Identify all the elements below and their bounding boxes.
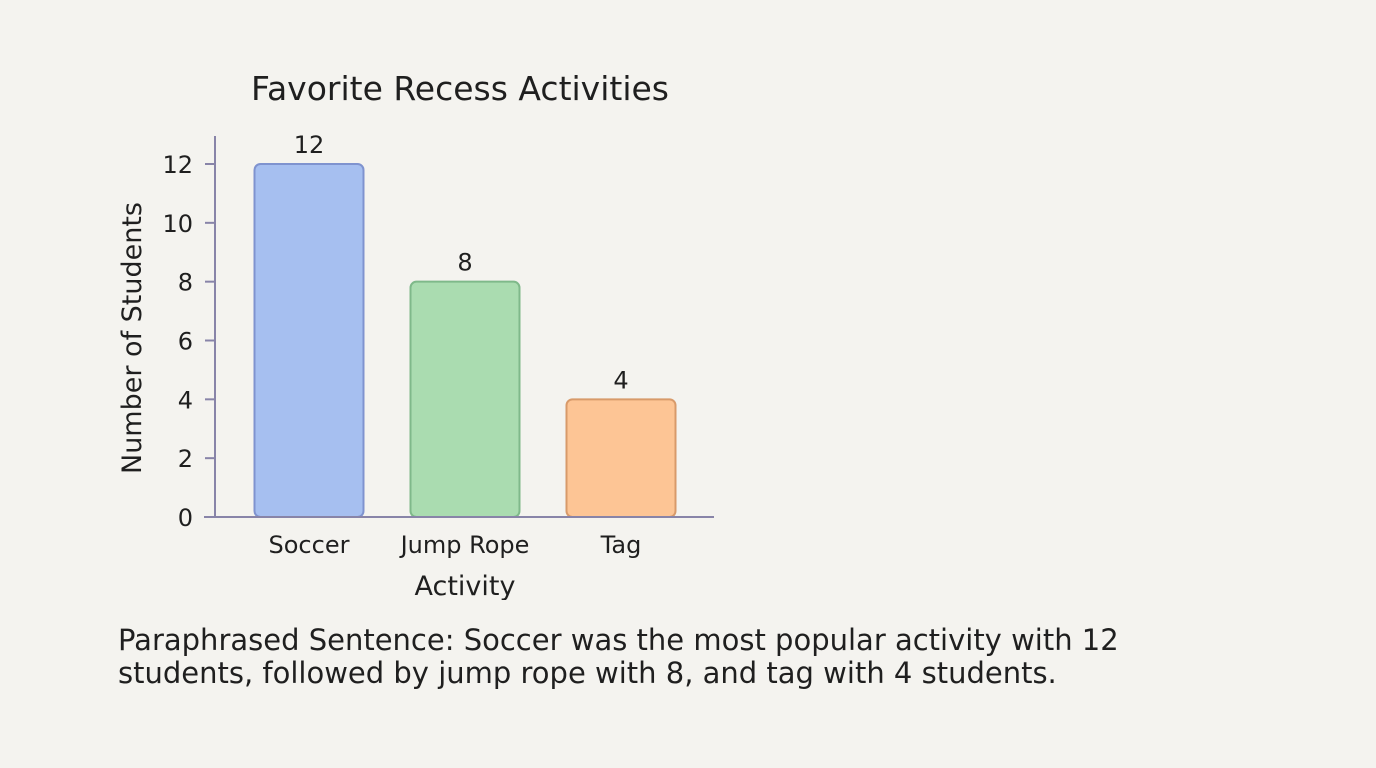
- y-axis-title: Number of Students: [117, 202, 148, 474]
- y-tick-label: 2: [178, 445, 193, 473]
- y-axis-ticks: 0 2 4 6 8 10 12: [162, 151, 215, 532]
- chart-title: Favorite Recess Activities: [251, 69, 669, 108]
- x-tick-label: Tag: [600, 531, 642, 559]
- x-tick-label: Soccer: [269, 531, 350, 559]
- bar-value-label: 12: [294, 131, 325, 159]
- y-tick-label: 12: [162, 151, 193, 179]
- bars: 12 8 4: [253, 131, 677, 519]
- y-tick-label: 4: [178, 386, 193, 414]
- x-axis-title: Activity: [415, 571, 516, 600]
- bar-chart: Favorite Recess Activities 0 2 4 6 8 10 12 12 8…: [117, 69, 714, 600]
- y-tick-label: 8: [178, 269, 193, 297]
- bar-value-label: 8: [457, 249, 472, 277]
- bar-tag: [565, 398, 677, 519]
- y-tick-label: 6: [178, 328, 193, 356]
- y-tick-label: 10: [162, 210, 193, 238]
- paraphrased-sentence: Paraphrased Sentence: Soccer was the mos…: [118, 623, 1119, 690]
- bar-soccer: [253, 163, 365, 518]
- x-tick-label: Jump Rope: [399, 531, 530, 559]
- bar-jump-rope: [409, 280, 521, 518]
- y-tick-label: 0: [178, 504, 193, 532]
- bar-value-label: 4: [613, 366, 628, 394]
- x-axis-ticks: Soccer Jump Rope Tag: [269, 531, 642, 559]
